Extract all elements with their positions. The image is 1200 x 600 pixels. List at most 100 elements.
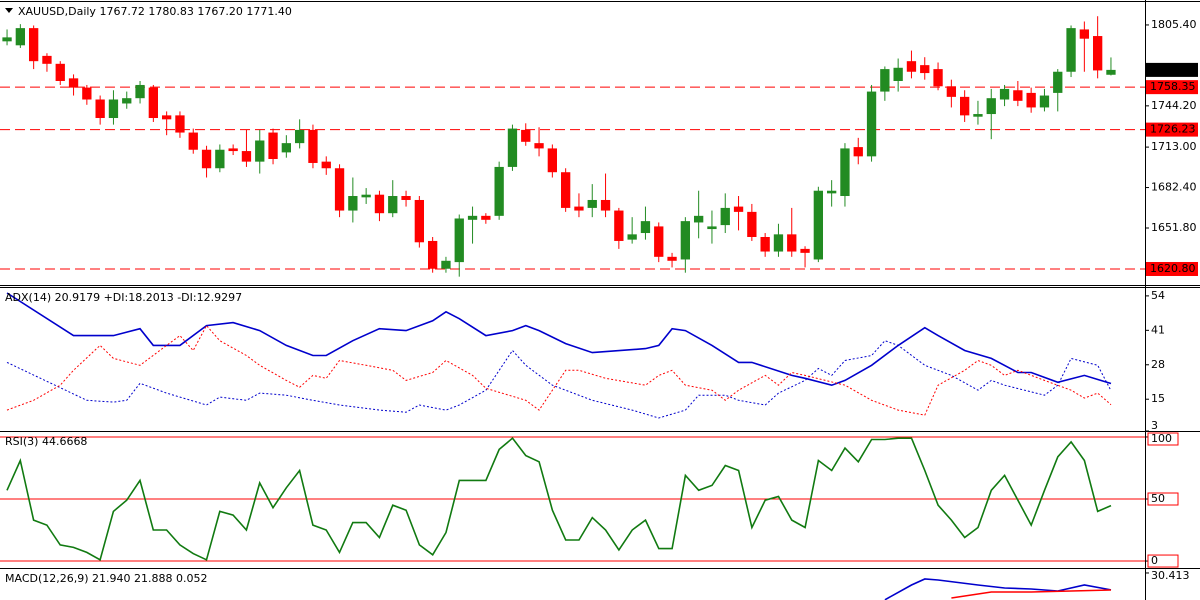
candle-body bbox=[986, 98, 996, 115]
candle-body bbox=[228, 148, 238, 152]
y-tick-label: 1805.40 bbox=[1151, 18, 1197, 31]
level-label-box bbox=[1146, 80, 1198, 95]
y-tick-label: 1744.20 bbox=[1151, 99, 1197, 112]
candle-body bbox=[667, 256, 677, 261]
candle-body bbox=[454, 218, 464, 263]
candle-body bbox=[813, 190, 824, 260]
menu-triangle[interactable] bbox=[5, 8, 13, 13]
candle-body bbox=[560, 172, 571, 208]
candle-body bbox=[161, 115, 172, 120]
indicator-line bbox=[951, 589, 1112, 599]
candle-body bbox=[361, 194, 371, 198]
candle-body bbox=[1013, 90, 1023, 101]
level-label: 1758.35 bbox=[1150, 80, 1196, 93]
y-tick-label: 30.413 bbox=[1151, 569, 1190, 582]
candle-body bbox=[108, 99, 119, 119]
candle-body bbox=[321, 161, 331, 169]
y-tick-label: 15 bbox=[1151, 392, 1165, 405]
candle-body bbox=[441, 260, 451, 269]
level-label-box bbox=[1146, 261, 1198, 276]
candle-body bbox=[348, 196, 358, 211]
last-price-label: 1771.40 bbox=[1150, 63, 1196, 76]
panel-title: XAUUSD,Daily 1767.72 1780.83 1767.20 177… bbox=[18, 5, 292, 18]
candle-body bbox=[507, 128, 518, 167]
candle-body bbox=[268, 132, 278, 159]
candle-body bbox=[215, 149, 225, 169]
candle-body bbox=[933, 69, 943, 87]
candle-body bbox=[1066, 28, 1076, 72]
candle-body bbox=[773, 234, 784, 252]
candle-body bbox=[1039, 95, 1050, 108]
y-tick-label: 41 bbox=[1151, 323, 1165, 336]
candle-body bbox=[42, 55, 52, 64]
candle-body bbox=[760, 236, 770, 252]
candle-body bbox=[374, 194, 385, 214]
candle-body bbox=[334, 168, 345, 211]
candle-body bbox=[281, 143, 292, 153]
candle-body bbox=[693, 215, 704, 223]
panel-plot bbox=[0, 16, 1145, 277]
indicator-line bbox=[6, 292, 1112, 387]
candle-body bbox=[294, 129, 305, 144]
y-tick-label: 1682.40 bbox=[1151, 181, 1197, 194]
candle-body bbox=[866, 91, 877, 157]
candle-body bbox=[427, 240, 438, 269]
candle-body bbox=[481, 215, 491, 220]
candle-body bbox=[959, 96, 970, 116]
y-tick-label: 0 bbox=[1151, 554, 1158, 567]
candle-body bbox=[467, 215, 478, 220]
candle-body bbox=[600, 199, 611, 211]
y-tick-label: 54 bbox=[1151, 289, 1165, 302]
panel-title: ADX(14) 20.9179 +DI:18.2013 -DI:12.9297 bbox=[5, 291, 242, 304]
candle-body bbox=[15, 28, 26, 46]
candle-body bbox=[906, 61, 917, 72]
candle-body bbox=[241, 151, 252, 162]
candle-body bbox=[414, 199, 425, 243]
candle-body bbox=[28, 28, 39, 62]
candle-body bbox=[787, 234, 797, 252]
candle-body bbox=[494, 166, 504, 216]
panel-title: RSI(3) 44.6668 bbox=[5, 435, 87, 448]
y-tick-label: 50 bbox=[1151, 492, 1165, 505]
candle-body bbox=[747, 211, 757, 237]
level-label: 1620.80 bbox=[1150, 262, 1196, 275]
candle-body bbox=[973, 114, 983, 117]
candle-body bbox=[122, 98, 132, 104]
candle-body bbox=[308, 129, 318, 163]
candle-body bbox=[720, 207, 730, 226]
y-tick-label: 3 bbox=[1151, 419, 1158, 432]
y-tick-label: 100 bbox=[1151, 432, 1172, 445]
candle-body bbox=[920, 65, 930, 74]
candle-body bbox=[999, 88, 1010, 100]
candle-body bbox=[1106, 69, 1116, 75]
candle-body bbox=[826, 190, 837, 194]
candle-body bbox=[255, 140, 265, 162]
last-price-box bbox=[1146, 62, 1198, 77]
candle-body bbox=[55, 63, 65, 81]
candle-body bbox=[707, 226, 717, 230]
y-tick-label: 1713.00 bbox=[1151, 140, 1197, 153]
candle-body bbox=[547, 148, 558, 173]
candle-body bbox=[733, 206, 744, 212]
candle-body bbox=[614, 210, 624, 241]
y-tick-label-box bbox=[1147, 432, 1179, 446]
candle-body bbox=[175, 115, 185, 133]
candle-body bbox=[680, 221, 691, 260]
candle-body bbox=[574, 206, 584, 211]
level-label-box bbox=[1146, 122, 1198, 137]
level-label: 1726.23 bbox=[1150, 123, 1196, 136]
candle-body bbox=[95, 99, 105, 119]
candle-body bbox=[880, 69, 890, 92]
candle-body bbox=[946, 86, 957, 97]
candle-body bbox=[640, 221, 651, 234]
candle-body bbox=[1079, 29, 1090, 39]
panel-title: MACD(12,26,9) 21.940 21.888 0.052 bbox=[5, 572, 208, 585]
candle-body bbox=[627, 234, 637, 240]
candle-body bbox=[893, 67, 903, 81]
y-tick-label-box bbox=[1147, 492, 1179, 506]
candle-body bbox=[800, 248, 810, 253]
indicator-line bbox=[884, 578, 1112, 600]
